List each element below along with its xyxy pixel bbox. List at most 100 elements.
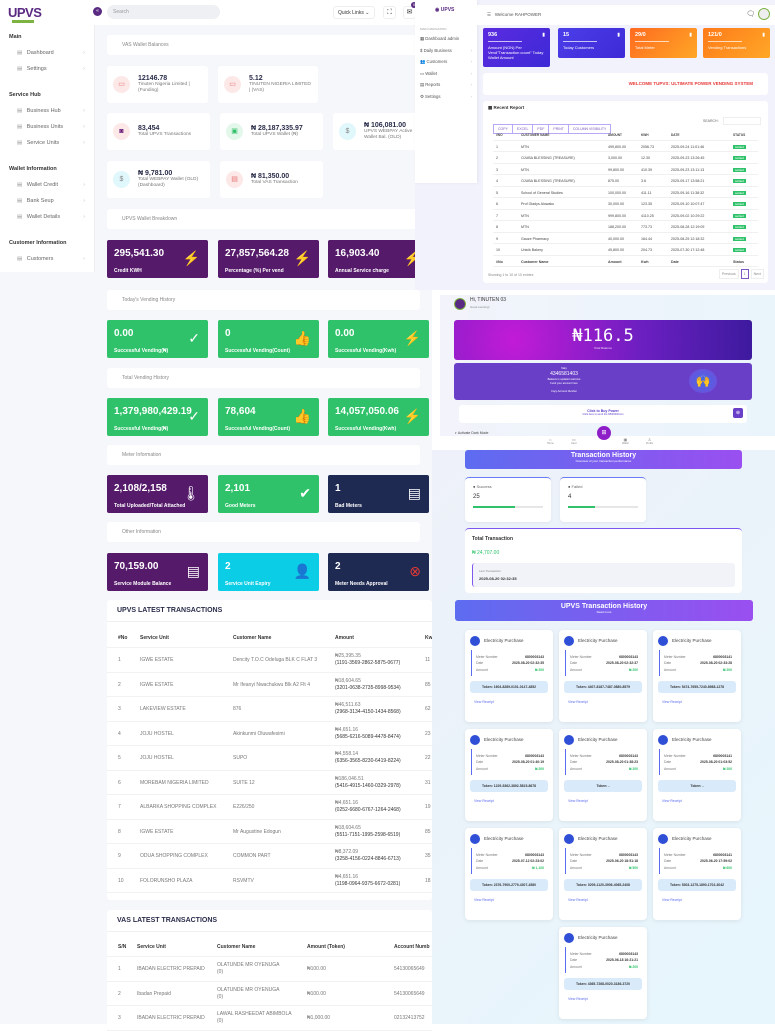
column-header[interactable]: Service Unit <box>140 635 169 641</box>
view-receipt-link[interactable]: View Receipt <box>568 799 588 803</box>
view-receipt-link[interactable]: View Receipt <box>474 898 494 902</box>
page-1-button[interactable]: 1 <box>740 269 749 279</box>
buy-power-button[interactable]: Click to Buy Power Click here to send th… <box>459 405 747 423</box>
column-header[interactable]: Amount (Token) <box>307 944 345 950</box>
table-row[interactable]: 5 JOJU HOSTEL SUPO ₦4,558.14 (6356-3565-8230… <box>107 746 432 771</box>
table-row[interactable]: 9 ODUA SHOPPING COMPLEX COMMON PART ₦8,372.… <box>107 844 432 869</box>
view-receipt-link[interactable]: View Receipt <box>568 700 588 704</box>
sidebar-item-wallet-details[interactable]: ▤ Wallet Details › <box>17 214 85 220</box>
report-row[interactable]: 9 Gauze Pharmacy 40,000.00 164.44 2025-08-25… <box>493 233 758 244</box>
upvs-history-button[interactable]: UPVS Transaction History Read more <box>455 600 753 621</box>
report-row[interactable]: 3 MTN 99,800.00 410.39 2025-09-23 13:11:13 se… <box>493 164 758 175</box>
quick-links-dropdown[interactable]: Quick Links ⌄ <box>333 6 375 19</box>
search-input[interactable]: Search <box>107 5 220 19</box>
nav-item-profile[interactable]: ♙ Profile <box>646 437 653 445</box>
table-row[interactable]: 4 JOJU HOSTEL Akinkunmi Oluwafesimi ₦4,651.… <box>107 722 432 746</box>
view-receipt-link[interactable]: View Receipt <box>662 799 682 803</box>
sidebar-item-wallet-credit[interactable]: ▤ Wallet Credit › <box>17 182 85 188</box>
column-header[interactable]: Service Unit <box>137 944 166 950</box>
sidebar-item-business-units[interactable]: ▤ Business Units › <box>17 124 85 130</box>
nav-item-home[interactable]: ⌂ Home <box>547 437 554 445</box>
kwh-cell: 23 <box>425 730 431 737</box>
admin-nav-wallet[interactable]: ▭ Wallet › <box>420 71 472 77</box>
report-row[interactable]: 1 MTN 499,800.00 2056.73 2025-09-24 11:01:46… <box>493 141 758 152</box>
column-header[interactable]: Customer Name <box>217 944 256 950</box>
view-receipt-link[interactable]: View Receipt <box>474 700 494 704</box>
table-row[interactable]: 3 IBADAN ELECTRIC PREPAID LAWAL RASHEEDAT … <box>107 1006 432 1031</box>
admin-nav-settings[interactable]: ⚙ Settings › <box>420 94 472 100</box>
card-title: Electricity Purchase <box>672 637 712 643</box>
report-row[interactable]: 6 Prof Gladys Alowaku 30,000.00 123.35 2025-… <box>493 198 758 210</box>
admin-nav-daily-business[interactable]: $ Daily Business › <box>420 48 472 53</box>
table-row[interactable]: 6 MOREBAM NIGERIA LIMITED SUITE 12 ₦186,046… <box>107 771 432 795</box>
report-search-input[interactable] <box>723 117 761 125</box>
view-receipt-link[interactable]: View Receipt <box>474 799 494 803</box>
wallet-text: ₦ 106,081.00 UPVS WEBPAY Active Wallet Ba… <box>364 122 426 141</box>
chevron-right-icon: › <box>83 182 85 188</box>
sidebar-item-customers[interactable]: ▤ Customers › <box>17 256 85 262</box>
detail-value: 6800003143 <box>619 951 638 956</box>
export-column-visibility-button[interactable]: COLUMN VISIBILITY <box>567 124 612 134</box>
admin-nav-customers[interactable]: 👥 Customers › <box>420 59 472 65</box>
column-header[interactable]: Kw <box>425 635 433 641</box>
previous-button[interactable]: Previous <box>719 269 739 279</box>
upvs-logo[interactable]: UPVS <box>8 5 42 23</box>
table-row[interactable]: 3 LAKEVIEW ESTATE 876 ₦46,511.63 (2968-3134-… <box>107 697 432 722</box>
table-row[interactable]: 2 Ibadan Prepaid OLATUNDE MR OYENUGA (0) ₦10… <box>107 982 432 1006</box>
nav-item-wallet[interactable]: ▣ Wallet <box>622 437 629 445</box>
admin-nav-reports[interactable]: ▤ Reports › <box>420 82 472 88</box>
sidebar-item-label: ▤ Settings <box>17 66 47 72</box>
column-header[interactable]: DATE <box>671 133 680 137</box>
copy-account-button[interactable]: Copy Account Number <box>551 390 577 393</box>
column-header[interactable]: AMOUNT <box>608 133 622 137</box>
nav-center-button[interactable]: ⊞ <box>597 426 611 440</box>
sidebar-item-service-units[interactable]: ▤ Service Units › <box>17 140 85 146</box>
menu-icon[interactable]: ☰ <box>487 12 492 17</box>
column-header[interactable]: #No <box>118 635 128 641</box>
next-button[interactable]: Next <box>750 269 764 279</box>
column-header[interactable]: STATUS <box>733 133 746 137</box>
report-row[interactable]: 10 Unicik Bakery 49,800.00 204.73 2025-07-30… <box>493 244 758 256</box>
report-row[interactable]: 7 MTN 999,800.00 4110.25 2025-09-02 10:29:22… <box>493 210 758 221</box>
nav-item-card[interactable]: ▭ Card <box>571 437 576 445</box>
sidebar-item-business-hub[interactable]: ▤ Business Hub › <box>17 108 85 114</box>
sidebar-item-settings[interactable]: ▤ Settings › <box>17 66 85 72</box>
admin-nav-dashboard-admin[interactable]: ▦ Dashboard admin <box>420 36 472 42</box>
column-header[interactable]: #NO <box>496 133 503 137</box>
report-row[interactable]: 5 School of General Studies 100,000.00 411.… <box>493 187 758 198</box>
view-receipt-link[interactable]: View Receipt <box>568 997 588 1001</box>
status-badge: settled <box>733 144 746 149</box>
view-receipt-link[interactable]: View Receipt <box>662 898 682 902</box>
report-row[interactable]: 2 OJUBA BLESSING (TREASURE) 3,000.00 12.30 2… <box>493 152 758 164</box>
column-header[interactable]: CUSTOMER NAME <box>521 133 550 137</box>
column-header[interactable]: S/N <box>118 944 127 950</box>
column-header[interactable]: KWH <box>641 133 649 137</box>
table-row[interactable]: 7 ALBARKA SHOPPING COMPLEX E226/250 ₦4,651.… <box>107 795 432 820</box>
admin-logo[interactable]: ◉ UPVS <box>435 7 455 13</box>
card-label: Amount (NGN) Per Vend"Transaction count"… <box>488 45 544 60</box>
notification-icon[interactable]: 🗨 <box>746 11 755 18</box>
report-row[interactable]: 8 MTN 188,200.00 773.73 2025-08-28 12:19:09 s… <box>493 221 758 233</box>
sidebar-item-bank-seup[interactable]: ▤ Bank Seup › <box>17 198 85 204</box>
electricity-icon <box>658 636 668 646</box>
sidebar-item-dashboard[interactable]: ▤ Dashboard › <box>17 50 85 56</box>
column-header[interactable]: Account Numb <box>394 944 430 950</box>
table-row[interactable]: 2 IGWE ESTATE Mr Ifeanyi Nwachukwu Blk A2 … <box>107 673 432 697</box>
column-header[interactable]: Amount <box>335 635 354 641</box>
report-row[interactable]: 4 OJUBA BLESSING (TREASURE) 875.00 3.6 2025-… <box>493 175 758 187</box>
detail-row: Date 2025-08-20 02:32:35 <box>476 661 544 665</box>
cell: 499,800.00 <box>608 144 626 149</box>
collapse-sidebar-icon[interactable]: « <box>93 7 102 16</box>
table-row[interactable]: 8 IGWE ESTATE Mr Augustine Edogun ₦18,604.6… <box>107 820 432 844</box>
table-row[interactable]: 1 IBADAN ELECTRIC PREPAID OLATUNDE MR OYEN… <box>107 957 432 982</box>
column-header[interactable]: Customer Name <box>233 635 272 641</box>
table-row[interactable]: 1 IGWE ESTATE Dencity T.O.C Odeluga BLK C … <box>107 648 432 673</box>
view-receipt-link[interactable]: View Receipt <box>662 700 682 704</box>
avatar[interactable] <box>758 8 770 20</box>
view-receipt-link[interactable]: View Receipt <box>568 898 588 902</box>
table-row[interactable]: 10 FOLORUNSHO PLAZA RSVMTV ₦4,651.16 (1198-0… <box>107 869 432 893</box>
fullscreen-icon[interactable]: ⛶ <box>383 6 396 19</box>
mobile-wallet: Hi, TINUTEN 03 Good evening! ₦116.5 Tota… <box>440 295 775 440</box>
dark-mode-toggle[interactable]: ◐ Activate Dark Mode <box>455 431 489 435</box>
buy-arrow-icon[interactable]: ⊕ <box>733 408 743 418</box>
